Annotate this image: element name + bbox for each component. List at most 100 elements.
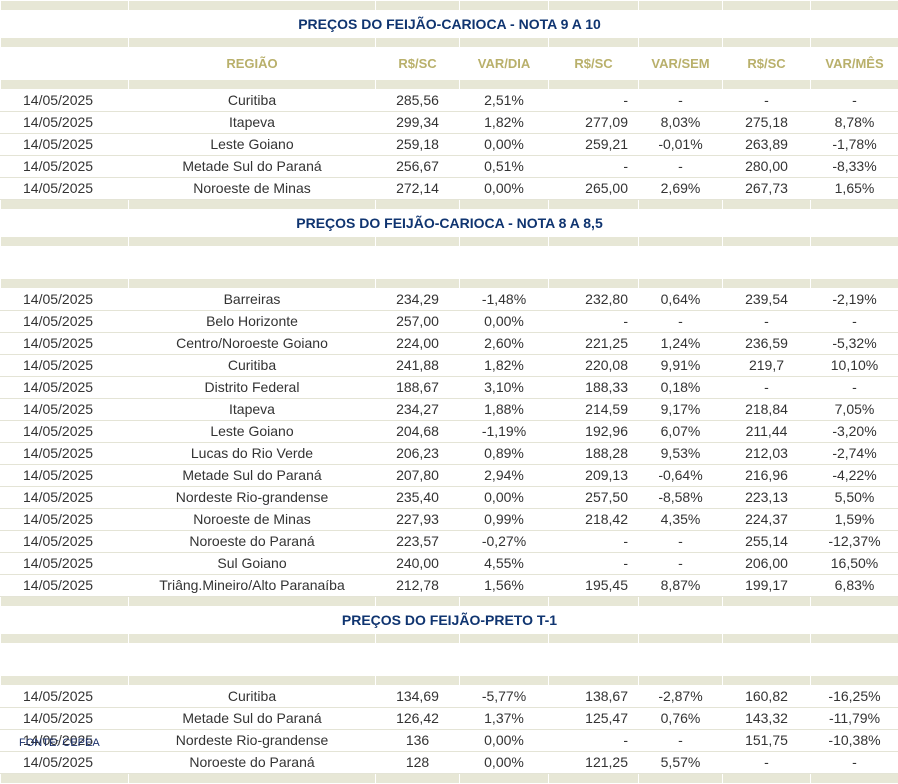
- date-cell: 14/05/2025: [1, 333, 129, 355]
- price-week-cell: 192,96: [549, 421, 639, 443]
- price-month-cell: 160,82: [723, 686, 811, 708]
- date-cell: 14/05/2025: [1, 90, 129, 112]
- price-day-cell: 134,69: [376, 686, 460, 708]
- price-month-cell: -: [723, 377, 811, 399]
- price-month-cell: 218,84: [723, 399, 811, 421]
- var-month-cell: 10,10%: [811, 355, 898, 377]
- region-cell: Metade Sul do Paraná: [129, 156, 376, 178]
- region-cell: Metade Sul do Paraná: [129, 708, 376, 730]
- var-month-cell: -11,79%: [811, 708, 898, 730]
- region-cell: Metade Sul do Paraná: [129, 465, 376, 487]
- price-week-cell: 209,13: [549, 465, 639, 487]
- var-day-cell: 1,82%: [460, 112, 549, 134]
- region-cell: Nordeste Rio-grandense: [129, 730, 376, 752]
- price-week-cell: 218,42: [549, 509, 639, 531]
- region-cell: Barreiras: [129, 289, 376, 311]
- var-month-cell: 1,59%: [811, 509, 898, 531]
- price-week-cell: 232,80: [549, 289, 639, 311]
- price-day-cell: 206,23: [376, 443, 460, 465]
- section-band: [1, 634, 898, 644]
- price-month-cell: 267,73: [723, 178, 811, 200]
- blank-header-row: [1, 644, 898, 676]
- column-header: [376, 644, 460, 676]
- price-week-cell: 138,67: [549, 686, 639, 708]
- price-day-cell: 204,68: [376, 421, 460, 443]
- var-month-cell: 16,50%: [811, 553, 898, 575]
- section-title-row: PREÇOS DO FEIJÃO-CARIOCA - NOTA 9 A 10: [1, 11, 898, 38]
- region-cell: Noroeste de Minas: [129, 509, 376, 531]
- column-header: [549, 247, 639, 279]
- price-week-cell: 220,08: [549, 355, 639, 377]
- price-week-cell: 188,33: [549, 377, 639, 399]
- section-title-row: PREÇOS DO FEIJÃO-PRETO T-1: [1, 607, 898, 634]
- price-month-cell: 263,89: [723, 134, 811, 156]
- price-day-cell: 235,40: [376, 487, 460, 509]
- var-month-cell: 6,83%: [811, 575, 898, 597]
- price-week-cell: 188,28: [549, 443, 639, 465]
- var-month-cell: 1,65%: [811, 178, 898, 200]
- var-month-cell: -2,74%: [811, 443, 898, 465]
- var-week-cell: 0,18%: [639, 377, 723, 399]
- price-day-cell: 224,00: [376, 333, 460, 355]
- price-day-cell: 241,88: [376, 355, 460, 377]
- var-month-cell: -: [811, 377, 898, 399]
- var-week-cell: -0,64%: [639, 465, 723, 487]
- region-cell: Triâng.Mineiro/Alto Paranaíba: [129, 575, 376, 597]
- var-week-cell: -: [639, 156, 723, 178]
- price-week-cell: 277,09: [549, 112, 639, 134]
- var-month-cell: -12,37%: [811, 531, 898, 553]
- price-day-cell: 256,67: [376, 156, 460, 178]
- var-week-cell: 6,07%: [639, 421, 723, 443]
- column-header: VAR/SEM: [639, 48, 723, 80]
- section-band: [1, 38, 898, 48]
- region-cell: Curitiba: [129, 686, 376, 708]
- price-week-cell: 259,21: [549, 134, 639, 156]
- region-cell: Itapeva: [129, 399, 376, 421]
- region-cell: Noroeste de Minas: [129, 178, 376, 200]
- price-week-cell: -: [549, 311, 639, 333]
- column-header: [811, 644, 898, 676]
- price-day-cell: 223,57: [376, 531, 460, 553]
- price-month-cell: 239,54: [723, 289, 811, 311]
- var-month-cell: -: [811, 90, 898, 112]
- table-bottom-band: [1, 774, 898, 784]
- var-day-cell: 2,60%: [460, 333, 549, 355]
- var-day-cell: 3,10%: [460, 377, 549, 399]
- var-day-cell: 0,89%: [460, 443, 549, 465]
- column-header: [639, 644, 723, 676]
- var-month-cell: 7,05%: [811, 399, 898, 421]
- var-week-cell: -8,58%: [639, 487, 723, 509]
- price-week-cell: 195,45: [549, 575, 639, 597]
- date-cell: 14/05/2025: [1, 399, 129, 421]
- header-date-cell: [1, 247, 129, 279]
- price-day-cell: 257,00: [376, 311, 460, 333]
- var-month-cell: 8,78%: [811, 112, 898, 134]
- var-day-cell: -1,48%: [460, 289, 549, 311]
- date-cell: 14/05/2025: [1, 443, 129, 465]
- price-week-cell: -: [549, 553, 639, 575]
- column-header: R$/SC: [549, 48, 639, 80]
- var-month-cell: -4,22%: [811, 465, 898, 487]
- var-day-cell: 0,00%: [460, 487, 549, 509]
- date-cell: 14/05/2025: [1, 708, 129, 730]
- column-header: [723, 247, 811, 279]
- price-week-cell: -: [549, 156, 639, 178]
- date-cell: 14/05/2025: [1, 156, 129, 178]
- section-band: [1, 676, 898, 686]
- price-day-cell: 234,27: [376, 399, 460, 421]
- var-month-cell: -10,38%: [811, 730, 898, 752]
- region-cell: Noroeste do Paraná: [129, 531, 376, 553]
- date-cell: 14/05/2025: [1, 575, 129, 597]
- price-month-cell: 275,18: [723, 112, 811, 134]
- date-cell: 14/05/2025: [1, 311, 129, 333]
